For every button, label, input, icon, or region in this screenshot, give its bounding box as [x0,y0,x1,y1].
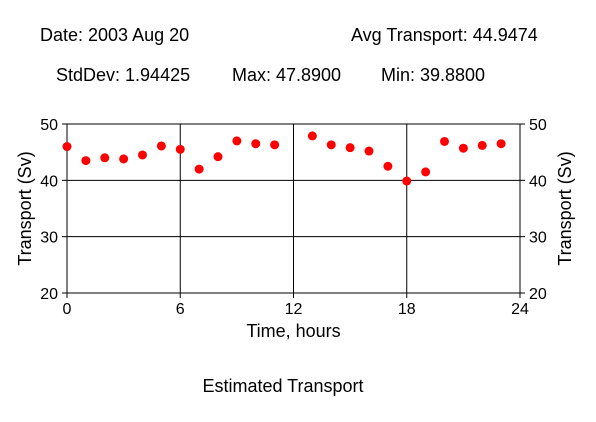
x-tick-label: 6 [176,301,185,318]
y-tick-label-left: 30 [40,230,58,247]
max-label: Max: 47.8900 [232,65,342,85]
data-point [477,140,487,150]
y-tick-label-right: 50 [529,117,547,134]
data-point [307,131,317,141]
data-points [62,131,506,186]
data-point [421,167,431,177]
chart-caption: Estimated Transport [202,376,363,396]
y-axis-label-right: Transport (Sv) [555,151,575,265]
data-point [326,140,336,150]
data-point [364,146,374,156]
data-point [440,136,449,146]
data-point [458,143,468,153]
x-tick-label: 18 [398,301,416,318]
min-label: Min: 39.8800 [381,65,486,85]
y-tick-label-left: 20 [40,286,58,303]
x-tick-label: 0 [63,301,72,318]
data-point [194,164,204,174]
data-point [251,139,261,149]
y-tick-label-right: 40 [529,173,547,190]
data-point [119,154,129,164]
data-point [270,140,280,150]
data-point [138,150,147,160]
x-axis-label: Time, hours [246,321,340,341]
y-tick-label-right: 30 [529,230,547,247]
data-point [81,156,91,166]
data-point [156,141,166,151]
avg-transport-label: Avg Transport: 44.9474 [351,25,538,45]
x-tick-label: 12 [285,301,303,318]
y-tick-label-left: 40 [40,173,58,190]
y-tick-label-left: 50 [40,117,58,134]
y-axis-label-left: Transport (Sv) [15,151,35,265]
data-point [213,152,223,162]
data-point [100,153,110,163]
stddev-label: StdDev: 1.94425 [56,65,191,85]
data-point [175,144,185,154]
x-tick-label: 24 [511,301,529,318]
data-point [496,139,506,149]
data-point [62,142,72,152]
data-point [232,136,242,146]
data-point [402,176,412,186]
date-label: Date: 2003 Aug 20 [40,25,190,45]
data-point [383,161,393,171]
chart-grid [67,124,520,293]
data-point [345,143,355,153]
y-tick-label-right: 20 [529,286,547,303]
